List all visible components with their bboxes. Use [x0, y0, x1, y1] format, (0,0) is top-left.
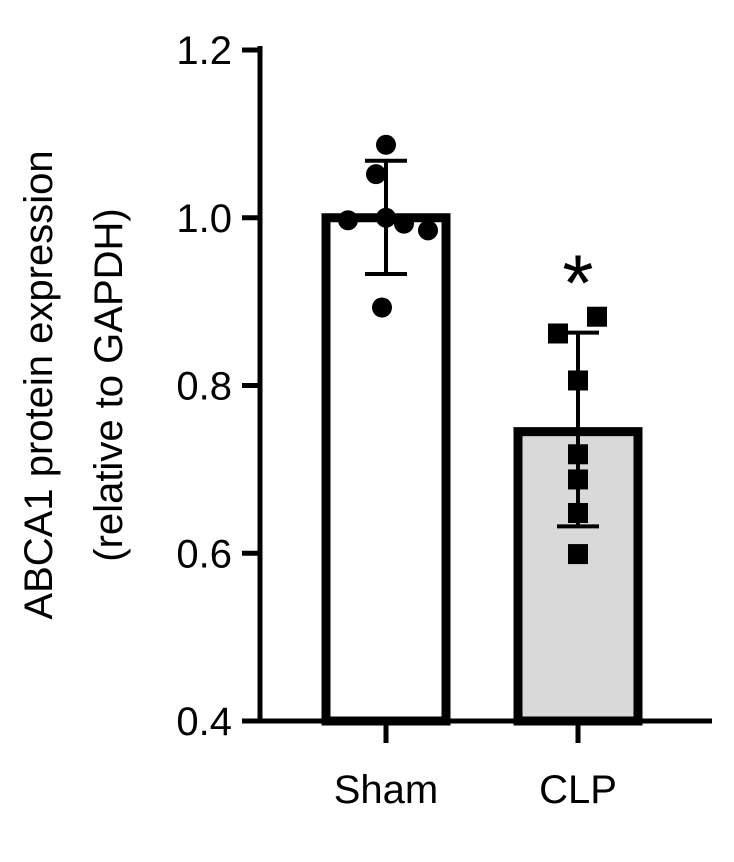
- data-point-clp: [568, 544, 588, 565]
- data-point-sham: [394, 213, 414, 234]
- data-point-clp: [587, 306, 607, 327]
- bar-sham: [321, 213, 451, 726]
- data-point-clp: [568, 502, 588, 523]
- y-tick-label: 1.2: [176, 29, 232, 73]
- y-tick-label: 0.4: [176, 700, 232, 744]
- data-point-sham: [366, 164, 386, 185]
- y-tick-label: 0.6: [176, 532, 232, 576]
- y-tick-label: 0.8: [176, 365, 232, 409]
- plot-area: 0.4 0.6 0.8 1.0 1.2 Sham CLP *: [176, 29, 712, 812]
- x-tick-label: CLP: [539, 768, 617, 812]
- data-point-sham: [376, 207, 396, 228]
- data-point-sham: [376, 134, 396, 155]
- data-point-sham: [372, 297, 392, 318]
- significance-asterisk: *: [562, 239, 593, 328]
- data-point-sham: [338, 210, 358, 231]
- data-point-clp: [568, 444, 588, 465]
- y-axis-title: ABCA1 protein expression (relative to GA…: [17, 150, 131, 619]
- y-axis-title-line1: ABCA1 protein expression: [17, 150, 61, 619]
- y-tick-label: 1.0: [176, 197, 232, 241]
- data-point-clp: [568, 469, 588, 490]
- x-tick-label: Sham: [334, 768, 439, 812]
- data-point-clp: [548, 323, 568, 344]
- data-point-sham: [418, 220, 438, 241]
- data-point-clp: [568, 370, 588, 391]
- y-axis-title-line2: (relative to GAPDH): [87, 208, 131, 561]
